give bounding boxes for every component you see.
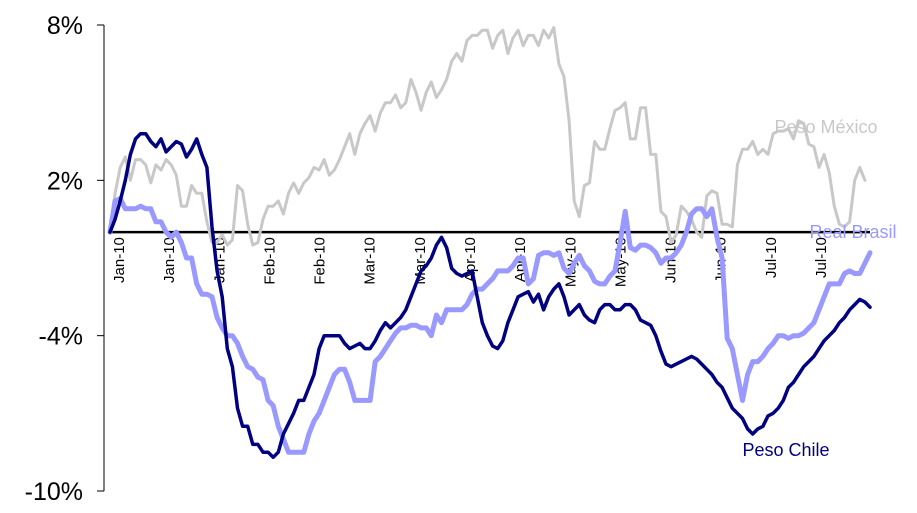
x-tick-label: May-10 — [562, 237, 579, 287]
y-tick-label: -10% — [25, 478, 83, 506]
x-tick-label: Feb-10 — [312, 237, 329, 285]
series-lines — [107, 26, 873, 460]
x-tick-label: Apr-10 — [462, 237, 479, 282]
x-tick-label: Jan-10 — [161, 237, 178, 283]
series-line-real-brasil — [107, 196, 873, 455]
x-tick-label: Jul-10 — [763, 237, 780, 278]
y-tick-label: 2% — [47, 167, 83, 195]
y-tick-label: -4% — [39, 323, 83, 351]
x-tick-label: Jul-10 — [813, 237, 830, 278]
y-axis: 8% 2% -4% -10% — [25, 12, 105, 506]
series-label-real-brasil: Real Brasil — [809, 222, 896, 242]
x-tick-label: Mar-10 — [412, 237, 429, 285]
y-tick-label: 8% — [47, 12, 83, 40]
series-line-peso-chile — [108, 131, 872, 460]
series-labels: Peso México Real Brasil Peso Chile — [742, 117, 896, 460]
x-tick-label: Mar-10 — [362, 237, 379, 285]
series-label-peso-chile: Peso Chile — [742, 440, 829, 460]
series-label-peso-mexico: Peso México — [774, 117, 877, 137]
x-axis-tick-labels: Jan-10 Jan-10 Jan-10 Feb-10 Feb-10 Mar-10 Mar-… — [111, 237, 830, 287]
x-tick-label: Jan-10 — [111, 237, 128, 283]
series-line-peso-mexico — [108, 26, 867, 247]
x-tick-label: Feb-10 — [261, 237, 278, 285]
